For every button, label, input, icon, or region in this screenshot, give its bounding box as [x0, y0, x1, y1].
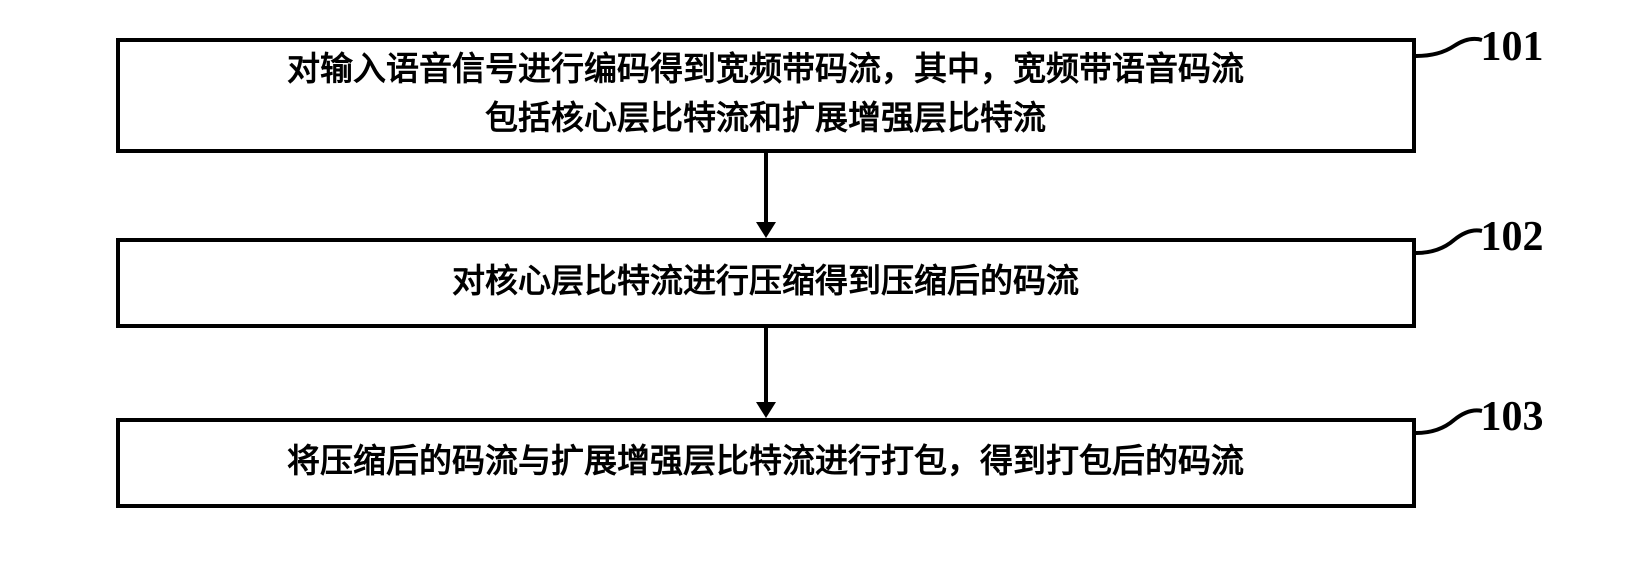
step-label-102: 102	[1481, 213, 1544, 261]
step-label-103: 103	[1481, 393, 1544, 441]
arrow-head-1	[756, 222, 776, 238]
arrow-line-1	[764, 153, 768, 223]
step-101-line1: 对输入语音信号进行编码得到宽频带码流，其中，宽频带语音码流	[287, 52, 1244, 88]
flowchart-container: 对输入语音信号进行编码得到宽频带码流，其中，宽频带语音码流 包括核心层比特流和扩…	[76, 23, 1576, 543]
step-text-103: 将压缩后的码流与扩展增强层比特流进行打包，得到打包后的码流	[287, 438, 1244, 488]
arrow-head-2	[756, 402, 776, 418]
step-box-102: 对核心层比特流进行压缩得到压缩后的码流	[116, 238, 1416, 328]
step-box-103: 将压缩后的码流与扩展增强层比特流进行打包，得到打包后的码流	[116, 418, 1416, 508]
step-103-line1: 将压缩后的码流与扩展增强层比特流进行打包，得到打包后的码流	[287, 444, 1244, 480]
step-text-102: 对核心层比特流进行压缩得到压缩后的码流	[452, 258, 1079, 308]
step-label-101: 101	[1481, 23, 1544, 71]
step-101-line2: 包括核心层比特流和扩展增强层比特流	[485, 101, 1046, 137]
step-box-101: 对输入语音信号进行编码得到宽频带码流，其中，宽频带语音码流 包括核心层比特流和扩…	[116, 38, 1416, 153]
step-102-line1: 对核心层比特流进行压缩得到压缩后的码流	[452, 264, 1079, 300]
step-text-101: 对输入语音信号进行编码得到宽频带码流，其中，宽频带语音码流 包括核心层比特流和扩…	[287, 46, 1244, 145]
arrow-line-2	[764, 328, 768, 403]
